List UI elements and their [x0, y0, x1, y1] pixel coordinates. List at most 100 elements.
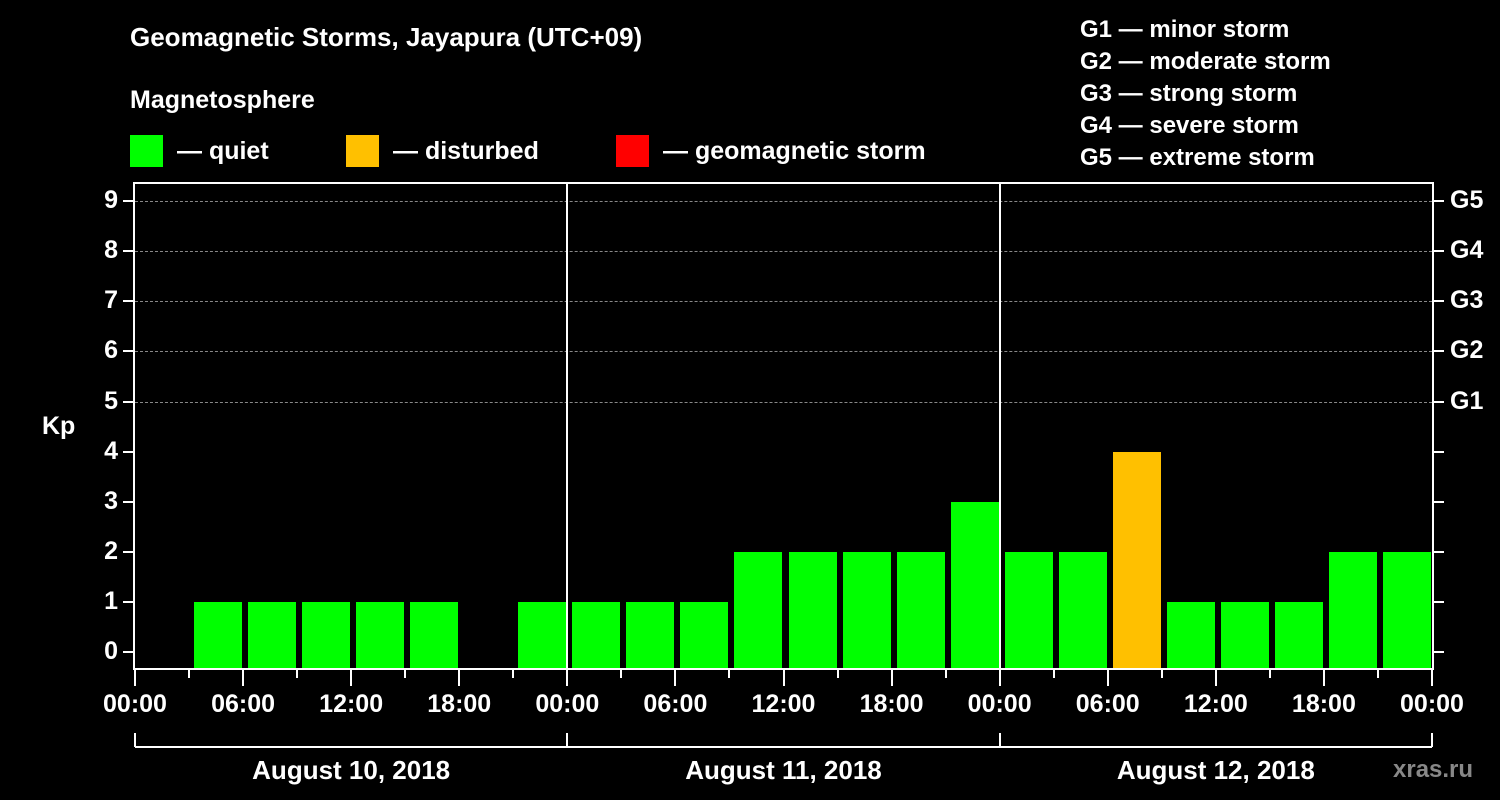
x-tick-label: 12:00 — [1183, 690, 1248, 718]
kp-bar — [950, 501, 999, 668]
kp-bar — [1004, 551, 1053, 668]
x-tick — [998, 670, 1001, 686]
x-tick — [1431, 670, 1433, 686]
kp-bar — [302, 601, 351, 668]
plot-area — [133, 182, 1434, 670]
storm-swatch-icon — [616, 135, 649, 167]
x-tick — [512, 670, 515, 678]
g-scale-label: G3 — [1450, 286, 1484, 315]
x-tick-label: 06:00 — [643, 690, 708, 718]
kp-bar — [356, 601, 405, 668]
x-tick-label: 00:00 — [103, 690, 167, 718]
kp-bar — [626, 601, 675, 668]
day-bracket-tick — [566, 733, 569, 747]
scale-g4: G4 — severe storm — [1080, 112, 1299, 139]
x-tick — [566, 670, 569, 686]
x-tick — [620, 670, 623, 678]
gridline — [135, 301, 1432, 303]
x-tick — [188, 670, 191, 678]
disturbed-swatch-icon — [346, 135, 379, 167]
x-tick-label: 18:00 — [427, 690, 492, 718]
x-tick — [350, 670, 353, 686]
kp-bar — [194, 601, 243, 668]
y-tick-right — [1434, 400, 1444, 403]
x-tick — [1214, 670, 1217, 686]
x-tick — [728, 670, 731, 678]
x-tick — [674, 670, 677, 686]
y-tick-label: 7 — [104, 286, 118, 315]
kp-bar — [1112, 451, 1161, 668]
x-tick — [1268, 670, 1271, 678]
y-tick-label: 4 — [104, 436, 118, 465]
day-separator — [566, 184, 569, 668]
chart-subtitle: Magnetosphere — [130, 86, 315, 114]
kp-bar — [1274, 601, 1323, 668]
x-tick — [890, 670, 893, 686]
y-axis-label: Kp — [42, 412, 76, 440]
kp-bar — [788, 551, 837, 668]
watermark: xras.ru — [1393, 756, 1474, 783]
day-separator — [998, 184, 1001, 668]
g-scale-label: G2 — [1450, 336, 1484, 365]
x-tick — [242, 670, 245, 686]
x-tick — [1376, 670, 1379, 678]
x-tick — [1052, 670, 1055, 678]
y-tick-right — [1434, 300, 1444, 303]
kp-bar — [572, 601, 621, 668]
kp-bar — [1382, 551, 1431, 668]
y-tick — [123, 200, 133, 203]
x-tick-label: 18:00 — [859, 690, 924, 718]
legend-storm-label: — geomagnetic storm — [663, 136, 926, 165]
legend-quiet-label: — quiet — [177, 136, 269, 165]
legend-disturbed-label: — disturbed — [393, 136, 539, 165]
legend-disturbed: — disturbed — [346, 134, 539, 168]
x-tick-label: 06:00 — [1075, 690, 1140, 718]
day-label: August 10, 2018 — [252, 755, 451, 785]
day-bracket-tick — [1431, 733, 1433, 747]
kp-bar — [1220, 601, 1269, 668]
storm-scale-legend: G1 — minor storm G2 — moderate storm G3 … — [1080, 14, 1331, 174]
x-tick — [1160, 670, 1163, 678]
x-tick-label: 18:00 — [1291, 690, 1356, 718]
y-tick-right — [1434, 450, 1444, 453]
chart-title: Geomagnetic Storms, Jayapura (UTC+09) — [130, 22, 643, 52]
x-tick — [134, 670, 136, 686]
legend-quiet: — quiet — [130, 134, 269, 168]
x-tick — [782, 670, 785, 686]
y-tick-label: 0 — [104, 637, 118, 665]
x-tick-label: 12:00 — [319, 690, 384, 718]
y-tick — [123, 350, 133, 353]
g-scale-label: G4 — [1450, 236, 1484, 265]
x-tick — [458, 670, 461, 686]
gridline — [135, 351, 1432, 353]
x-tick-label: 00:00 — [1400, 690, 1464, 718]
g-scale-label: G5 — [1450, 186, 1484, 215]
y-tick — [123, 550, 133, 553]
x-tick-label: 00:00 — [535, 690, 600, 718]
x-tick-label: 06:00 — [211, 690, 276, 718]
y-tick-right — [1434, 250, 1444, 253]
y-tick-label: 6 — [104, 336, 118, 365]
y-tick-right — [1434, 350, 1444, 353]
kp-bar — [680, 601, 729, 668]
y-tick — [123, 500, 133, 503]
kp-bar — [734, 551, 783, 668]
y-tick-label: 8 — [104, 236, 118, 265]
scale-g1: G1 — minor storm — [1080, 16, 1290, 43]
kp-bar — [1166, 601, 1215, 668]
y-tick — [123, 250, 133, 253]
x-tick — [296, 670, 299, 678]
kp-bar — [410, 601, 459, 668]
kp-bar — [248, 601, 297, 668]
x-tick — [944, 670, 947, 678]
scale-g5: G5 — extreme storm — [1080, 144, 1315, 171]
y-tick-label: 2 — [104, 536, 118, 565]
x-tick-label: 00:00 — [967, 690, 1032, 718]
day-bracket-tick — [998, 733, 1001, 747]
y-tick-right — [1434, 200, 1444, 203]
y-tick-label: 3 — [104, 486, 118, 515]
y-tick-right — [1434, 500, 1444, 503]
y-tick-label: 1 — [104, 586, 118, 615]
scale-g3: G3 — strong storm — [1080, 80, 1298, 107]
day-bracket — [135, 746, 1432, 748]
